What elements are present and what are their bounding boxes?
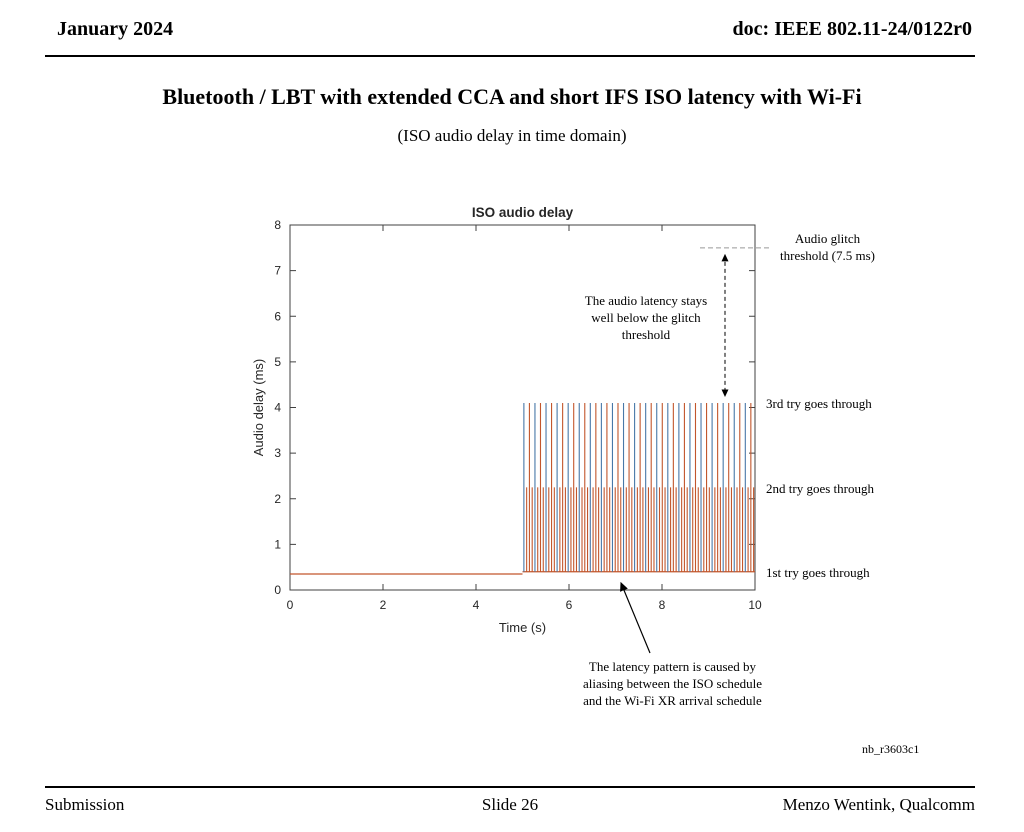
plot-box	[289, 224, 756, 591]
header-doc-number: doc: IEEE 802.11-24/0122r0	[732, 18, 972, 40]
footer-author: Menzo Wentink, Qualcomm	[782, 795, 975, 814]
y-tick-label: 5	[274, 355, 281, 369]
page-subtitle: (ISO audio delay in time domain)	[397, 126, 627, 145]
x-tick-label: 6	[566, 598, 573, 612]
y-axis-label: Audio delay (ms)	[251, 359, 266, 457]
glitch-threshold-annotation: Audio glitch threshold (7.5 ms)	[780, 231, 875, 264]
page-title: Bluetooth / LBT with extended CCA and sh…	[162, 84, 862, 109]
footer: Submission Slide 26 Menzo Wentink, Qualc…	[45, 795, 975, 815]
second-try-label: 2nd try goes through	[766, 481, 874, 496]
x-tick-label: 10	[748, 598, 762, 612]
x-tick-label: 2	[380, 598, 387, 612]
x-tick-label: 4	[473, 598, 480, 612]
y-tick-label: 4	[274, 401, 281, 415]
y-tick-label: 8	[274, 218, 281, 232]
footer-slide-number: Slide 26	[481, 795, 539, 814]
first-try-label: 1st try goes through	[766, 565, 870, 580]
y-tick-label: 2	[274, 492, 281, 506]
latency-note-annotation: The audio latency stays well below the g…	[584, 293, 708, 343]
figure-id: nb_r3603c1	[862, 742, 920, 756]
third-try-label: 3rd try goes through	[766, 396, 872, 411]
aliasing-note-annotation: The latency pattern is caused by aliasin…	[582, 659, 763, 709]
x-tick-label: 0	[287, 598, 294, 612]
y-tick-label: 6	[274, 309, 281, 323]
header-divider	[45, 55, 975, 57]
aliasing-arrow	[620, 581, 651, 654]
y-tick-label: 3	[274, 446, 281, 460]
header: January 2024 doc: IEEE 802.11-24/0122r0	[57, 18, 972, 41]
footer-divider	[45, 786, 975, 788]
footer-submission: Submission	[45, 795, 125, 814]
x-tick-label: 8	[659, 598, 666, 612]
y-tick-label: 7	[274, 264, 281, 278]
x-axis-label: Time (s)	[499, 620, 546, 635]
y-tick-label: 0	[274, 583, 281, 597]
chart-title: ISO audio delay	[471, 205, 574, 220]
y-tick-label: 1	[274, 537, 281, 551]
header-date: January 2024	[57, 18, 174, 40]
